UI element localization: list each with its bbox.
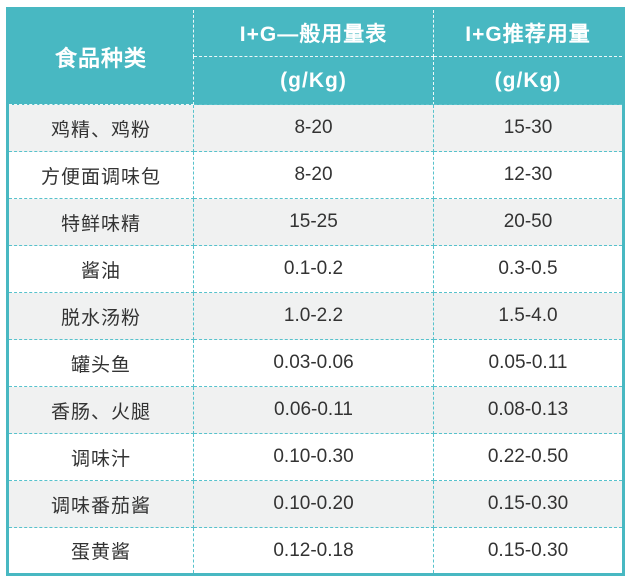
general-dosage-value: 8-20 — [193, 104, 434, 152]
table-row: 蛋黄酱 0.12-0.18 0.15-0.30 — [7, 527, 624, 575]
general-dosage-value: 0.1-0.2 — [193, 245, 434, 293]
general-dosage-value: 0.10-0.30 — [193, 433, 434, 481]
table-row: 香肠、火腿 0.06-0.11 0.08-0.13 — [7, 386, 624, 434]
ig-dosage-table: 食品种类 I+G—般用量表 I+G推荐用量 (g/Kg) (g/Kg) 鸡精、鸡… — [6, 7, 625, 576]
recommended-dosage-value: 1.5-4.0 — [433, 292, 624, 340]
recommended-dosage-value: 0.3-0.5 — [433, 245, 624, 293]
general-dosage-value: 15-25 — [193, 198, 434, 246]
general-dosage-value: 0.10-0.20 — [193, 480, 434, 528]
table-row: 酱油 0.1-0.2 0.3-0.5 — [7, 245, 624, 293]
table-row: 特鲜味精 15-25 20-50 — [7, 198, 624, 246]
table-row: 罐头鱼 0.03-0.06 0.05-0.11 — [7, 339, 624, 387]
food-name: 调味番茄酱 — [7, 480, 194, 528]
recommended-dosage-value: 0.08-0.13 — [433, 386, 624, 434]
table-row: 调味汁 0.10-0.30 0.22-0.50 — [7, 433, 624, 481]
food-name: 酱油 — [7, 245, 194, 293]
table-row: 方便面调味包 8-20 12-30 — [7, 151, 624, 199]
food-name: 方便面调味包 — [7, 151, 194, 199]
food-name: 脱水汤粉 — [7, 292, 194, 340]
food-name: 鸡精、鸡粉 — [7, 104, 194, 152]
column-subheader-general-unit: (g/Kg) — [193, 56, 434, 105]
food-name: 特鲜味精 — [7, 198, 194, 246]
recommended-dosage-value: 15-30 — [433, 104, 624, 152]
table-header: 食品种类 I+G—般用量表 I+G推荐用量 (g/Kg) (g/Kg) — [7, 8, 624, 105]
table-row: 调味番茄酱 0.10-0.20 0.15-0.30 — [7, 480, 624, 528]
column-header-general-dosage: I+G—般用量表 — [193, 8, 434, 57]
column-header-recommended-dosage: I+G推荐用量 — [433, 8, 624, 57]
recommended-dosage-value: 0.22-0.50 — [433, 433, 624, 481]
general-dosage-value: 8-20 — [193, 151, 434, 199]
recommended-dosage-value: 20-50 — [433, 198, 624, 246]
table-body: 鸡精、鸡粉 8-20 15-30 方便面调味包 8-20 12-30 特鲜味精 … — [7, 104, 624, 575]
column-subheader-recommended-unit: (g/Kg) — [433, 56, 624, 105]
recommended-dosage-value: 0.15-0.30 — [433, 527, 624, 575]
recommended-dosage-value: 0.15-0.30 — [433, 480, 624, 528]
general-dosage-value: 0.06-0.11 — [193, 386, 434, 434]
general-dosage-value: 0.03-0.06 — [193, 339, 434, 387]
table-row: 脱水汤粉 1.0-2.2 1.5-4.0 — [7, 292, 624, 340]
food-name: 蛋黄酱 — [7, 527, 194, 575]
recommended-dosage-value: 12-30 — [433, 151, 624, 199]
food-name: 香肠、火腿 — [7, 386, 194, 434]
food-name: 调味汁 — [7, 433, 194, 481]
recommended-dosage-value: 0.05-0.11 — [433, 339, 624, 387]
general-dosage-value: 1.0-2.2 — [193, 292, 434, 340]
table-row: 鸡精、鸡粉 8-20 15-30 — [7, 104, 624, 152]
general-dosage-value: 0.12-0.18 — [193, 527, 434, 575]
column-header-food-type: 食品种类 — [7, 8, 194, 105]
food-name: 罐头鱼 — [7, 339, 194, 387]
